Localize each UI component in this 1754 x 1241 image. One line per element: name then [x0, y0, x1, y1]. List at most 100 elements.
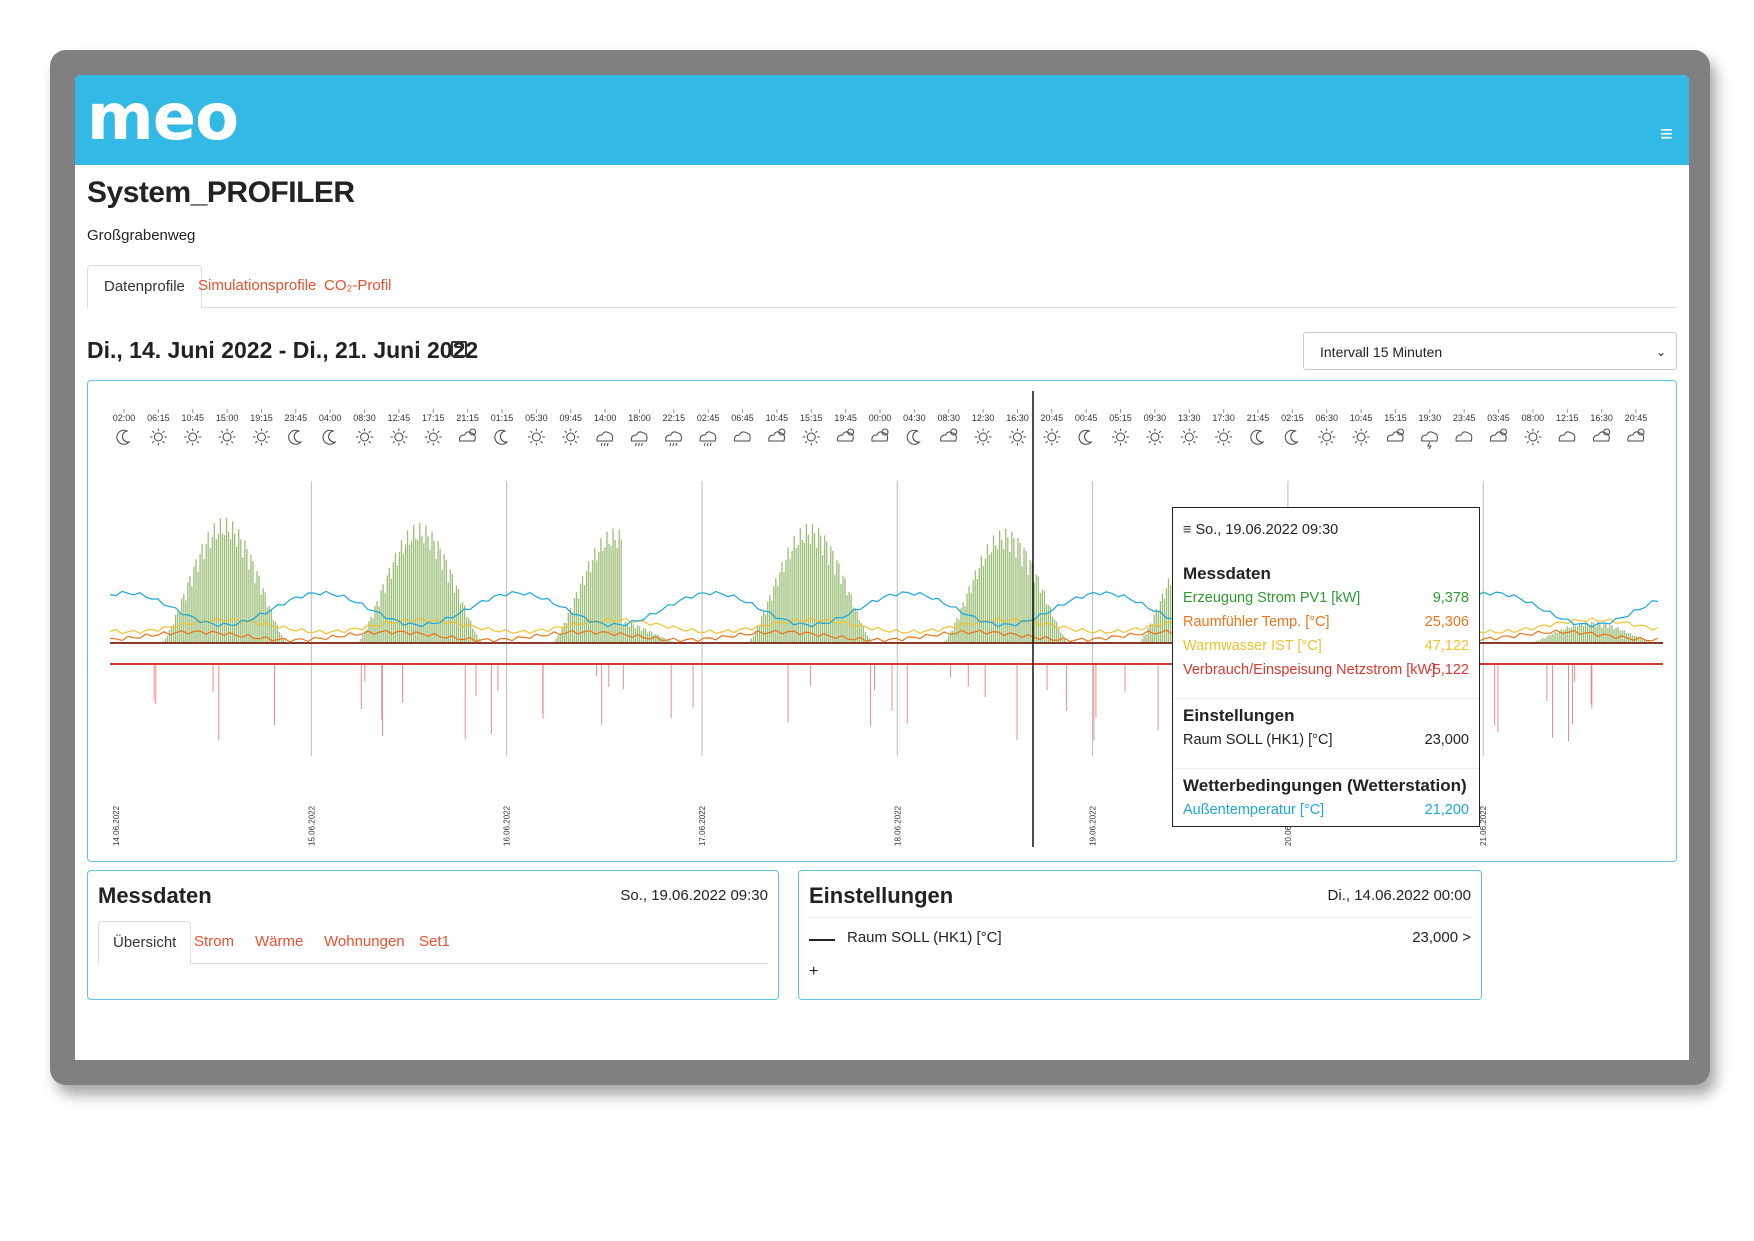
- day-label: 18.06.2022: [893, 805, 902, 846]
- setting-value-link[interactable]: 23,000 >: [1412, 929, 1471, 946]
- rain-icon: [665, 431, 682, 447]
- time-tick-label: 21:15: [456, 413, 479, 423]
- time-tick-label: 02:45: [697, 413, 720, 423]
- setting-row: Raum SOLL (HK1) [°C] 23,000 >: [809, 929, 1471, 953]
- sun-icon: [356, 428, 374, 446]
- top-bar: meo ≡: [75, 75, 1689, 165]
- tooltip-separator: [1173, 698, 1479, 699]
- sun-icon: [1352, 428, 1370, 446]
- rain-icon: [596, 431, 614, 447]
- time-tick-label: 17:15: [422, 413, 445, 423]
- time-tick-label: 18:00: [628, 413, 651, 423]
- time-tick-label: 16:30: [1590, 413, 1613, 423]
- time-tick-label: 10:45: [181, 413, 204, 423]
- partly-cloudy-icon: [940, 428, 958, 442]
- divider: [809, 917, 1471, 918]
- tooltip-row-value: 9,378: [1432, 590, 1469, 606]
- partly-cloudy-icon: [768, 428, 786, 442]
- tab-waerme[interactable]: Wärme: [255, 933, 304, 950]
- sun-icon: [974, 428, 992, 446]
- time-tick-label: 19:15: [250, 413, 273, 423]
- tooltip-row-label: Raum SOLL (HK1) [°C]: [1183, 732, 1333, 748]
- time-tick-label: 04:30: [903, 413, 926, 423]
- series-line-swatch: [809, 939, 835, 941]
- meo-logo[interactable]: meo: [87, 81, 239, 155]
- day-label: 19.06.2022: [1089, 805, 1098, 846]
- tab-co2-profil[interactable]: CO₂-Profil: [324, 277, 392, 294]
- time-tick-label: 10:45: [766, 413, 789, 423]
- tab-strom[interactable]: Strom: [194, 933, 235, 950]
- sun-icon: [149, 428, 167, 446]
- time-tick-label: 20:45: [1041, 413, 1064, 423]
- tooltip-row-label: Erzeugung Strom PV1 [kW]: [1183, 590, 1361, 606]
- rain-icon: [630, 431, 648, 447]
- moon-icon: [116, 429, 131, 445]
- sun-icon: [390, 428, 408, 446]
- sun-icon: [1318, 428, 1336, 446]
- time-tick-label: 15:15: [1384, 413, 1407, 423]
- messdaten-tabs: Übersicht Strom Wärme Wohnungen Set1: [98, 921, 768, 965]
- tooltip-row-label: Warmwasser IST [°C]: [1183, 638, 1322, 654]
- sun-icon: [1146, 428, 1164, 446]
- moon-icon: [1078, 429, 1093, 445]
- time-tick-label: 09:45: [559, 413, 582, 423]
- time-tick-label: 19:45: [834, 413, 857, 423]
- tab-datenprofile[interactable]: Datenprofile: [87, 265, 202, 309]
- time-tick-label: 23:45: [285, 413, 308, 423]
- tab-simulationsprofile[interactable]: Simulationsprofile: [198, 277, 317, 294]
- day-label: 15.06.2022: [307, 805, 316, 846]
- einstellungen-panel: Einstellungen Di., 14.06.2022 00:00 Raum…: [798, 870, 1482, 1000]
- tab-uebersicht[interactable]: Übersicht: [98, 921, 192, 965]
- moon-icon: [1250, 429, 1265, 445]
- time-tick-label: 03:45: [1487, 413, 1510, 423]
- tooltip-row-value: -5,122: [1427, 662, 1469, 678]
- interval-select[interactable]: Intervall 15 Minuten ⌄: [1303, 332, 1677, 370]
- day-label: 16.06.2022: [503, 805, 512, 846]
- time-tick-label: 12:45: [388, 413, 411, 423]
- time-tick-label: 05:15: [1109, 413, 1132, 423]
- tooltip-row: Raum SOLL (HK1) [°C] 23,000: [1183, 732, 1469, 752]
- time-tick-label: 14:00: [594, 413, 617, 423]
- tab-wohnungen[interactable]: Wohnungen: [324, 933, 405, 950]
- einstellungen-title: Einstellungen: [809, 883, 954, 908]
- sun-icon: [802, 428, 820, 446]
- time-tick-label: 10:45: [1350, 413, 1373, 423]
- partly-cloudy-icon: [1386, 428, 1404, 442]
- time-tick-label: 19:30: [1419, 413, 1442, 423]
- thunder-icon: [1421, 431, 1438, 450]
- sun-icon: [184, 428, 202, 446]
- sun-icon: [1043, 428, 1061, 446]
- day-label: 17.06.2022: [698, 805, 707, 846]
- tooltip-header: ≡ So., 19.06.2022 09:30: [1183, 522, 1339, 538]
- day-label: 14.06.2022: [112, 805, 121, 846]
- page-subtitle: Großgrabenweg: [87, 227, 196, 244]
- tooltip-row-value: 47,122: [1424, 638, 1469, 654]
- sun-icon: [1524, 428, 1542, 446]
- calendar-icon[interactable]: [451, 341, 467, 357]
- tab-set1[interactable]: Set1: [419, 933, 450, 950]
- partly-cloudy-icon: [458, 428, 477, 442]
- time-tick-label: 12:15: [1556, 413, 1579, 423]
- sun-icon: [562, 428, 580, 446]
- tooltip-row-label: Raumfühler Temp. [°C]: [1183, 614, 1330, 630]
- time-tick-label: 05:30: [525, 413, 548, 423]
- tooltip-row: Raumfühler Temp. [°C] 25,306: [1183, 614, 1469, 634]
- partly-cloudy-icon: [1489, 428, 1508, 442]
- partly-cloudy-icon: [1627, 428, 1645, 442]
- cloud-icon: [1455, 431, 1473, 442]
- time-tick-label: 17:30: [1212, 413, 1235, 423]
- sun-icon: [424, 428, 442, 446]
- hamburger-menu-icon[interactable]: ≡: [1660, 121, 1673, 146]
- app-window: meo ≡ System_PROFILER Großgrabenweg Date…: [75, 75, 1689, 1060]
- partly-cloudy-icon: [836, 428, 855, 442]
- add-setting-button[interactable]: +: [809, 963, 819, 980]
- time-tick-label: 13:30: [1178, 413, 1201, 423]
- messdaten-date: So., 19.06.2022 09:30: [620, 887, 768, 904]
- time-tick-label: 00:00: [869, 413, 892, 423]
- tooltip-section-title: Messdaten: [1183, 564, 1271, 583]
- sun-icon: [1180, 428, 1198, 446]
- tooltip-section-title: Einstellungen: [1183, 706, 1295, 725]
- messdaten-title: Messdaten: [98, 883, 212, 908]
- sun-icon: [252, 428, 270, 446]
- cloud-icon: [1558, 431, 1576, 442]
